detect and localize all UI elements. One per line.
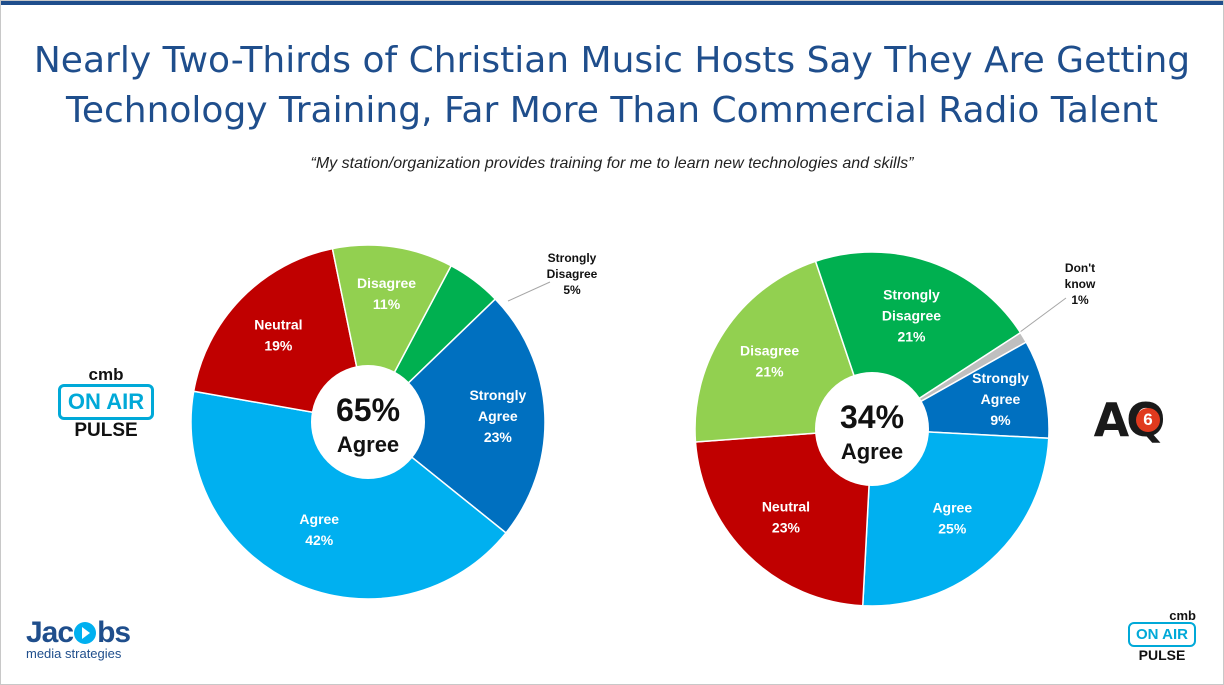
cmb-on-air-pulse-logo-right: cmb ON AIR PULSE: [1128, 609, 1196, 664]
on-air-logo-text: ON AIR: [1128, 622, 1196, 647]
slice-neutral: [192, 247, 369, 423]
aq-6-badge: 6: [1136, 408, 1160, 432]
slice-label-strongly-disagree: Strongly Disagree 5%: [547, 251, 598, 297]
slice-label-strongly-agree: Strongly Agree 23%: [469, 387, 526, 445]
jacobs-media-logo: Jac bs media strategies: [26, 616, 131, 661]
slice-label-disagree: Disagree 21%: [740, 342, 799, 379]
on-air-logo-text: ON AIR: [58, 384, 154, 420]
slice-label-neutral: Neutral 23%: [762, 498, 810, 535]
pulse-logo-text: PULSE: [74, 420, 138, 441]
slice-label-don-t-know: Don't know 1%: [1065, 261, 1096, 307]
donut-chart-left: Strongly Disagree 5% Strongly Agree 23% Agree 4…: [190, 244, 598, 600]
jacobs-word-end: bs: [97, 616, 131, 649]
slice-strongly-agree: [366, 297, 546, 534]
center-percent: 34%: [840, 399, 904, 435]
top-rule: [0, 0, 1224, 5]
slice-agree: [190, 390, 507, 600]
donut-hole: [815, 372, 929, 486]
cmb-on-air-pulse-logo-left: cmb ON AIR PULSE: [58, 366, 154, 442]
slice-label-disagree: Disagree 11%: [357, 275, 416, 312]
title-line-2: Technology Training, Far More Than Comme…: [65, 90, 1159, 131]
center-label: Agree: [841, 439, 903, 464]
jacobs-wordmark: Jac bs: [26, 616, 131, 650]
slice-label-strongly-agree: Strongly Agree 9%: [972, 370, 1029, 428]
donut-chart-right: Don't know 1% Strongly Agree 9% Agree 25% Neutra…: [694, 251, 1096, 607]
cmb-logo-text: cmb: [88, 365, 124, 384]
slice-label-strongly-disagree: Strongly Disagree 21%: [882, 287, 941, 345]
survey-question: “My station/organization provides traini…: [310, 155, 914, 172]
jacobs-word-start: Jac: [26, 616, 74, 649]
slice-label-agree: Agree 42%: [299, 511, 339, 548]
jacobs-tagline: media strategies: [26, 646, 122, 661]
play-icon: [74, 622, 97, 644]
pulse-logo-text: PULSE: [1138, 647, 1186, 663]
slice-label-agree: Agree 25%: [932, 500, 972, 537]
slide-title: Nearly Two-Thirds of Christian Music Hos…: [0, 36, 1224, 136]
aq6-logo: AQ 6: [1072, 392, 1184, 448]
slice-neutral: [694, 428, 873, 607]
leader-line-strongly-disagree: [507, 281, 551, 302]
cmb-logo-text: cmb: [1169, 608, 1196, 623]
center-percent: 65%: [336, 392, 400, 428]
center-label: Agree: [337, 432, 399, 457]
title-line-1: Nearly Two-Thirds of Christian Music Hos…: [33, 40, 1191, 81]
slice-agree: [861, 428, 1050, 607]
donut-hole: [311, 365, 425, 479]
leader-line-don-t-know: [1015, 297, 1067, 336]
slice-label-neutral: Neutral 19%: [254, 316, 302, 353]
